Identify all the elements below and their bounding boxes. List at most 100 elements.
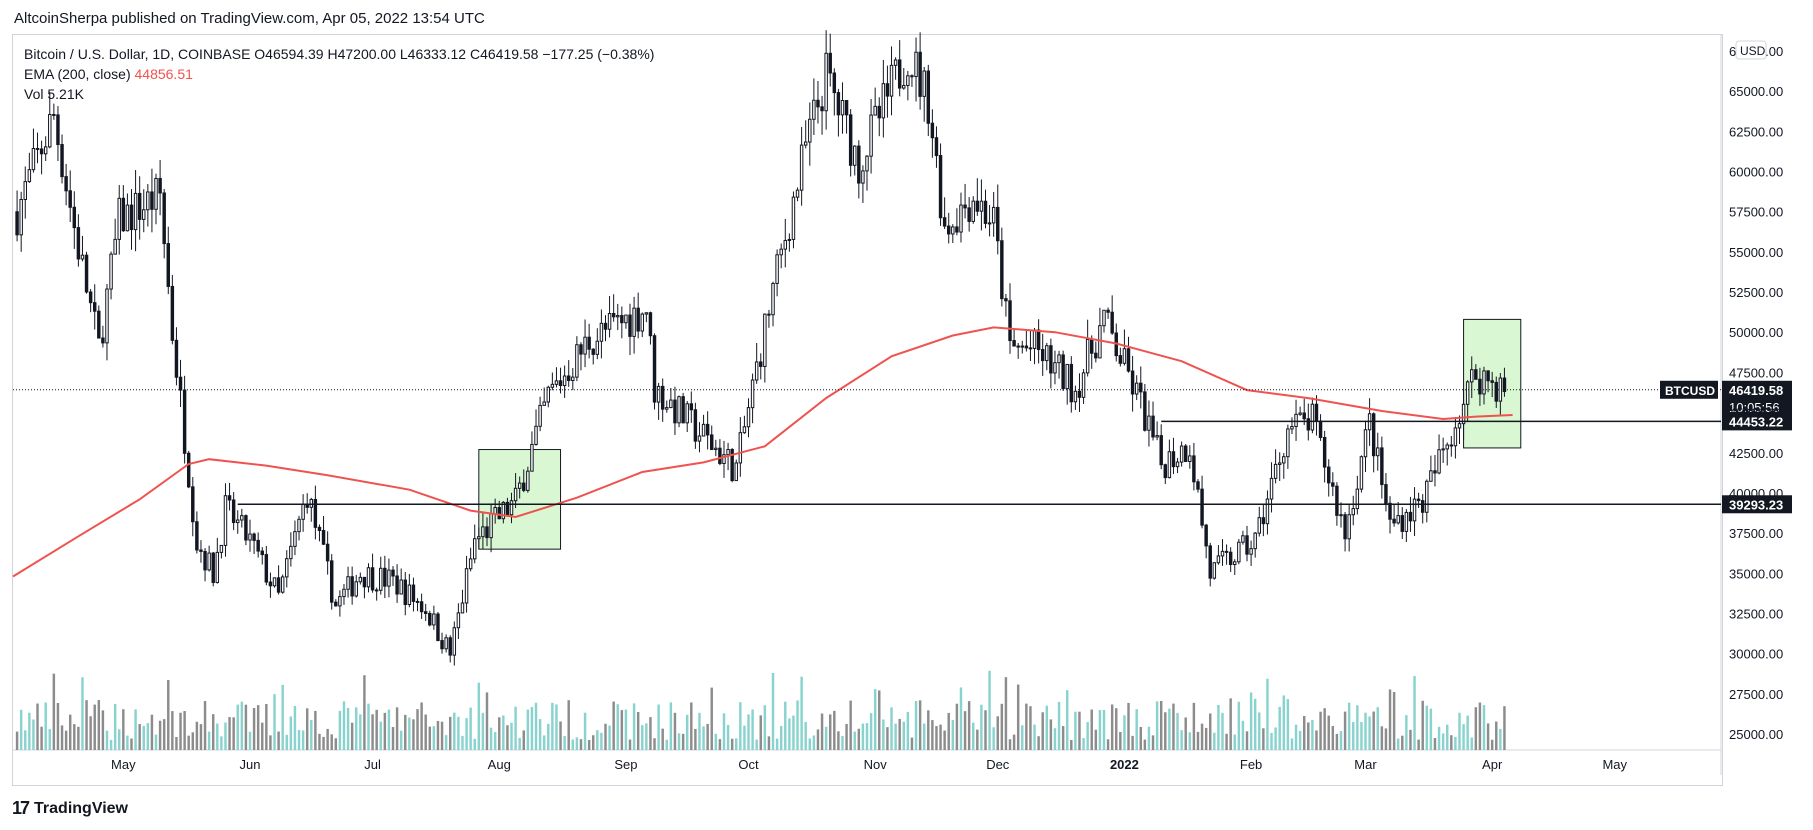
- y-tick-label: 62500.00: [1729, 124, 1783, 139]
- volume-bar: [808, 738, 812, 750]
- volume-bar: [1004, 677, 1008, 750]
- volume-bar: [677, 733, 681, 750]
- candle-body: [656, 385, 661, 403]
- volume-bar: [314, 710, 317, 750]
- candle-body: [101, 337, 105, 344]
- footer-brand[interactable]: 17 TradingView: [12, 798, 128, 819]
- volume-bar: [1282, 695, 1286, 750]
- candle-body: [301, 503, 305, 520]
- candle-body: [595, 340, 600, 355]
- symbol-label[interactable]: Bitcoin / U.S. Dollar, 1D, COINBASE: [24, 46, 251, 62]
- ema-label[interactable]: EMA (200, close): [24, 66, 131, 82]
- volume-bar: [1021, 725, 1024, 750]
- volume-bar: [559, 721, 562, 750]
- volume-bar: [931, 720, 934, 750]
- candle-body: [828, 52, 832, 74]
- candle-body: [853, 145, 857, 166]
- volume-bar: [1388, 689, 1392, 750]
- candle-body: [1282, 456, 1286, 464]
- candle-body: [558, 380, 563, 387]
- volume-bar: [1155, 701, 1159, 750]
- candle-body: [84, 254, 89, 293]
- candle-body: [942, 217, 947, 227]
- candle-body: [538, 404, 542, 427]
- candle-body: [1437, 449, 1441, 474]
- volume-bar: [420, 702, 423, 750]
- volume-bar: [1106, 739, 1110, 750]
- volume-bar: [833, 710, 836, 750]
- volume-bar: [1266, 678, 1269, 750]
- candle-body: [1277, 462, 1282, 465]
- candle-body: [693, 409, 698, 442]
- volume-bar: [481, 712, 485, 750]
- candle-body: [648, 312, 653, 337]
- volume-bar: [1384, 728, 1388, 750]
- candle-body: [832, 72, 837, 94]
- candle-body: [64, 176, 68, 192]
- volume-bar: [1229, 698, 1232, 750]
- volume-bar: [326, 728, 329, 750]
- candle-body: [1482, 370, 1486, 395]
- candle-body: [893, 59, 898, 66]
- candle-body: [975, 200, 980, 212]
- volume-bar: [175, 736, 178, 750]
- candle-body: [1425, 480, 1429, 513]
- volume-bar: [399, 730, 403, 750]
- candle-body: [195, 521, 199, 551]
- volume-bar: [375, 709, 378, 750]
- candle-body: [1314, 403, 1319, 422]
- volume-bar: [1380, 726, 1384, 750]
- x-tick-label: Nov: [864, 757, 888, 772]
- candle-body: [783, 239, 788, 250]
- candle-body: [1310, 403, 1315, 431]
- candle-body: [1163, 464, 1168, 479]
- volume-bar: [19, 709, 23, 750]
- volume-bar: [976, 729, 979, 750]
- y-tick-label: 60000.00: [1729, 165, 1783, 180]
- candle-body: [1445, 444, 1449, 450]
- volume-bar: [1225, 733, 1228, 750]
- volume-bar: [93, 704, 96, 750]
- volume-bar: [424, 714, 427, 750]
- volume-bar: [714, 733, 718, 750]
- candle-body: [468, 558, 473, 570]
- candle-body: [759, 361, 763, 367]
- candle-body: [526, 470, 530, 491]
- volume-label[interactable]: Vol: [24, 86, 44, 102]
- volume-bar: [85, 700, 88, 750]
- volume-bar: [1151, 735, 1155, 750]
- volume-bar: [1421, 700, 1424, 750]
- volume-bar: [1164, 712, 1167, 750]
- volume-bar: [232, 717, 235, 750]
- volume-bar: [383, 712, 387, 750]
- candle-body: [1118, 355, 1123, 364]
- current-price-label: 46419.58: [1729, 383, 1783, 398]
- volume-bar: [305, 708, 309, 750]
- candle-body: [88, 291, 93, 304]
- candle-body: [791, 196, 796, 240]
- volume-bar: [538, 719, 542, 750]
- candle-body: [640, 313, 644, 332]
- volume-bar: [592, 735, 595, 750]
- volume-bar: [265, 704, 268, 750]
- candle-body: [43, 146, 48, 155]
- y-tick-label: 65000.00: [1729, 84, 1783, 99]
- volume-bar: [1458, 712, 1461, 750]
- level-label: 44453.22: [1729, 414, 1783, 429]
- candle-body: [644, 312, 649, 315]
- candle-body: [746, 407, 751, 428]
- candle-body: [395, 575, 399, 595]
- volume-bar: [1270, 732, 1273, 750]
- candle-body: [338, 596, 342, 607]
- candle-body: [256, 539, 260, 552]
- volume-bar: [694, 728, 697, 750]
- candle-body: [673, 399, 677, 424]
- volume-bar: [224, 722, 227, 750]
- candle-body: [820, 106, 824, 112]
- volume-bar: [685, 714, 689, 750]
- candle-body: [1065, 363, 1069, 390]
- volume-bar: [890, 707, 893, 750]
- volume-bar: [784, 701, 787, 750]
- close-value: C46419.58: [469, 46, 539, 62]
